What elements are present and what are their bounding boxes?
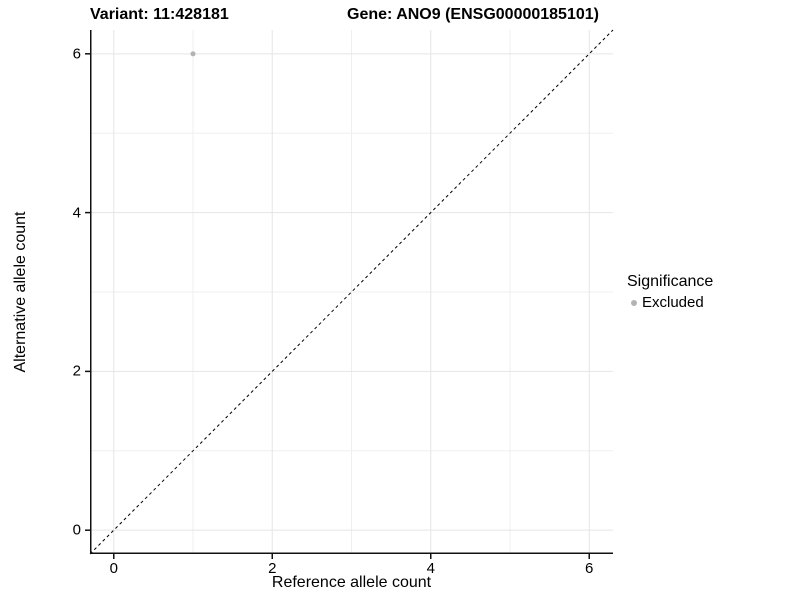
x-tick-label: 0: [109, 560, 118, 577]
y-tick-label: 4: [72, 204, 81, 222]
y-tick-label: 2: [72, 362, 81, 380]
y-tick-label: 6: [72, 45, 81, 63]
plot-panel: 0 2 4 6 0 2 4 6: [73, 29, 614, 576]
x-tick-label: 6: [585, 560, 594, 577]
x-tick-label: 4: [426, 560, 435, 577]
x-axis-title: Reference allele count: [271, 574, 432, 591]
legend-item-label: Excluded: [642, 294, 704, 311]
variant-title: Variant: 11:428181: [90, 6, 229, 23]
legend-item: Excluded: [627, 294, 713, 311]
y-axis-title: Alternative allele count: [12, 211, 29, 373]
legend-point-icon: [631, 299, 637, 306]
gene-title: Gene: ANO9 (ENSG00000185101): [347, 6, 599, 23]
y-tick-label: 0: [72, 521, 81, 539]
x-tick-label: 2: [268, 560, 277, 577]
plot-canvas: [85, 29, 614, 559]
data-point: [190, 51, 196, 57]
legend-title: Significance: [627, 273, 714, 290]
legend: Significance Excluded: [627, 273, 713, 311]
